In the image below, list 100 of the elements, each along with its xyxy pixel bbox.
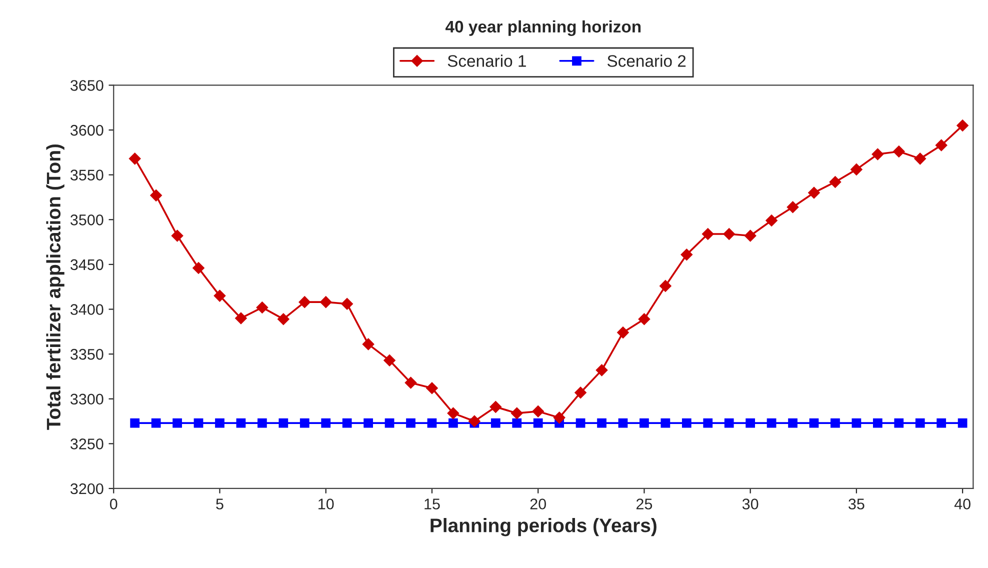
point <box>512 418 522 428</box>
point <box>786 201 799 213</box>
y-tick-label: 3550 <box>70 170 104 181</box>
point <box>808 186 820 199</box>
point <box>576 418 586 428</box>
point <box>660 418 670 428</box>
point <box>638 313 650 326</box>
y-tick-label: 3500 <box>70 214 104 226</box>
point <box>384 418 394 428</box>
point <box>596 364 608 376</box>
x-axis-title: Planning periods (Years) <box>430 518 656 536</box>
point <box>194 418 204 428</box>
point <box>128 152 141 165</box>
point <box>788 418 798 428</box>
point <box>850 164 862 176</box>
point <box>426 382 438 394</box>
point <box>935 139 948 152</box>
x-tick-label: 0 <box>110 498 118 510</box>
point <box>490 401 502 413</box>
point <box>766 214 778 226</box>
point <box>958 418 968 428</box>
point <box>830 418 840 428</box>
point <box>532 405 544 418</box>
point <box>384 354 396 366</box>
point <box>766 418 776 428</box>
point <box>915 418 925 428</box>
point <box>364 418 373 428</box>
point <box>300 418 310 428</box>
point <box>702 228 714 240</box>
point <box>215 418 224 428</box>
point <box>404 376 417 389</box>
point <box>320 296 332 308</box>
point <box>680 248 693 260</box>
point <box>468 415 480 428</box>
point <box>892 146 905 158</box>
chart-title: 40 year planning horizon <box>445 20 641 36</box>
y-tick-label: 3400 <box>70 304 104 315</box>
point <box>660 280 672 292</box>
point <box>235 312 247 324</box>
point <box>597 418 606 428</box>
point <box>258 418 267 428</box>
x-tick-label: 35 <box>848 498 864 510</box>
y-axis-title: Total fertilizer application (Ton) <box>46 144 64 430</box>
point <box>723 228 736 240</box>
point <box>362 338 374 350</box>
y-tick-label: 3250 <box>70 438 104 450</box>
point <box>447 407 460 420</box>
point <box>746 418 756 428</box>
point <box>298 296 311 308</box>
x-tick-label: 10 <box>318 498 334 510</box>
point <box>150 190 162 202</box>
point <box>617 326 629 338</box>
point <box>703 418 713 428</box>
point <box>172 418 182 428</box>
point <box>341 298 353 310</box>
point <box>852 418 862 428</box>
point <box>640 418 649 428</box>
point <box>872 148 884 160</box>
point <box>151 418 161 428</box>
point <box>533 418 543 428</box>
point <box>256 302 268 314</box>
point <box>574 386 586 399</box>
point <box>724 418 734 428</box>
point <box>192 262 204 274</box>
x-tick-label: 40 <box>954 498 970 510</box>
point <box>744 230 756 242</box>
x-tick-label: 15 <box>424 498 440 510</box>
x-tick-label: 25 <box>636 498 652 510</box>
point <box>236 418 246 428</box>
point <box>829 176 842 188</box>
y-tick-label: 3450 <box>70 259 104 270</box>
point <box>956 120 968 132</box>
x-tick-label: 5 <box>216 498 224 510</box>
point <box>406 418 416 428</box>
point <box>872 418 882 428</box>
point <box>278 418 288 428</box>
y-tick-label: 3350 <box>70 348 104 360</box>
point <box>510 407 523 420</box>
point <box>321 418 331 428</box>
point <box>171 230 184 242</box>
point <box>342 418 352 428</box>
point <box>277 313 290 326</box>
point <box>490 418 500 428</box>
x-tick-label: 30 <box>742 498 758 510</box>
point <box>618 418 628 428</box>
point <box>427 418 437 428</box>
y-tick-label: 3650 <box>70 80 104 91</box>
legend-label: Scenario 1 <box>448 54 526 67</box>
point <box>214 290 226 302</box>
y-tick-label: 3200 <box>70 483 104 494</box>
y-tick-label: 3600 <box>70 124 104 136</box>
x-tick-label: 20 <box>530 498 546 510</box>
point <box>894 418 904 428</box>
y-tick-label: 3300 <box>70 394 104 405</box>
point <box>130 418 140 428</box>
point <box>914 152 926 165</box>
point <box>553 412 566 424</box>
point <box>682 418 692 428</box>
legend-label: Scenario 2 <box>607 54 686 67</box>
point <box>448 418 458 428</box>
